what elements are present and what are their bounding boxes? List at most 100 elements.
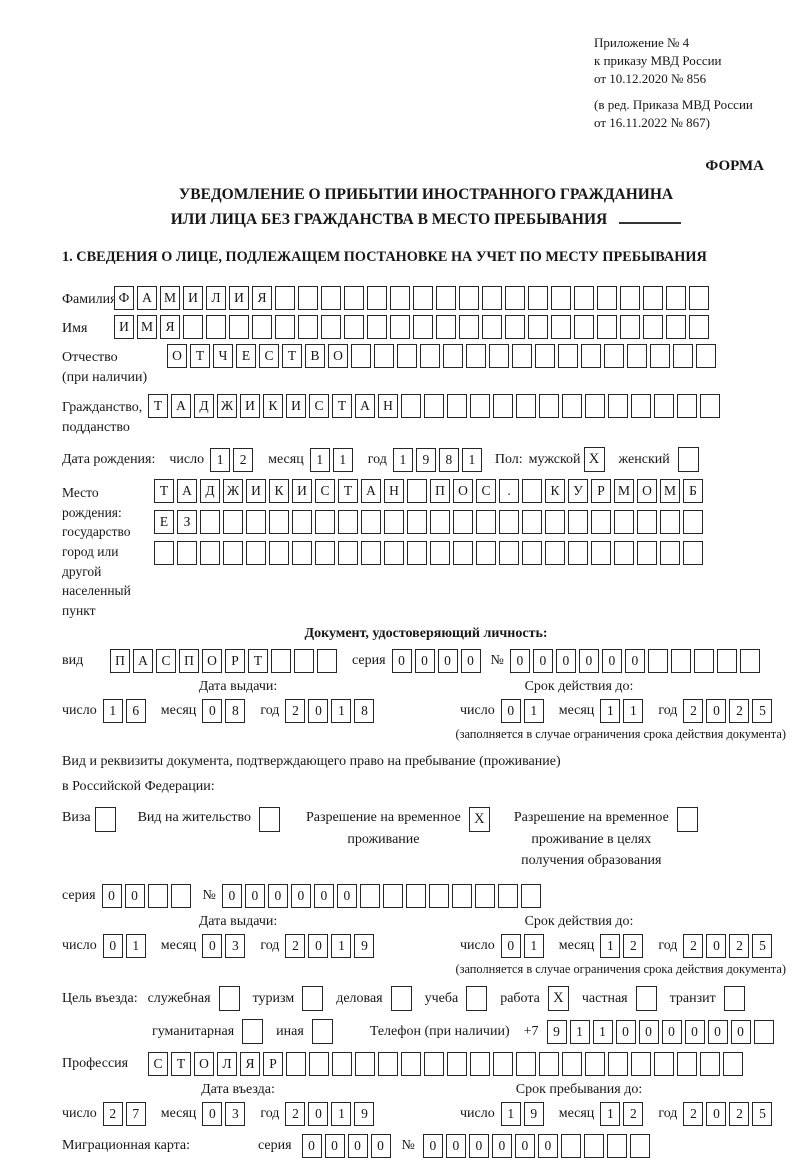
char-box: 0	[370, 1134, 391, 1159]
char-box: Ф	[114, 285, 134, 310]
char-box	[453, 541, 473, 566]
char-box	[443, 344, 463, 369]
char-box	[269, 541, 289, 566]
char-box	[206, 314, 226, 339]
option-temp-residence-label: Разрешение на временное проживание	[305, 810, 461, 847]
checkbox	[218, 986, 240, 1012]
identity-doc-kind-label: вид	[62, 653, 84, 669]
identity-doc-valid-col: Срок действия до: число 0 1 месяц 1 1 год 2 0 2 5	[414, 679, 790, 724]
char-box: Р	[263, 1052, 283, 1077]
checkbox	[723, 986, 745, 1012]
char-box	[223, 510, 243, 535]
char-box	[568, 541, 588, 566]
char-box	[643, 314, 663, 339]
char-box	[597, 314, 617, 339]
char-box: Р	[591, 479, 611, 504]
char-box: 8	[225, 699, 246, 724]
option-residence-permit-checkbox	[258, 807, 280, 833]
char-box: П	[110, 649, 130, 674]
char-box: 1	[600, 934, 621, 959]
char-box: 1	[331, 934, 352, 959]
char-box	[608, 393, 628, 418]
char-box: 0	[102, 934, 123, 959]
char-box	[407, 510, 427, 535]
char-box	[367, 314, 387, 339]
char-box: Л	[206, 285, 226, 310]
char-box: Н	[378, 393, 398, 418]
char-box	[522, 510, 542, 535]
date-part-label: год	[260, 938, 280, 954]
purpose-option-label: учеба	[424, 990, 459, 1006]
char-box: 0	[244, 884, 265, 909]
char-box: Я	[160, 314, 180, 339]
field-birth-date: Дата рождения: число 1 2 месяц 1 1 год 1 9 8 1 Пол…	[62, 447, 790, 473]
char-box	[451, 884, 472, 909]
char-box	[397, 344, 417, 369]
char-box	[516, 393, 536, 418]
char-box: Т	[154, 479, 174, 504]
char-box: И	[114, 314, 134, 339]
char-box: И	[229, 285, 249, 310]
char-box	[551, 314, 571, 339]
char-box: Я	[252, 285, 272, 310]
char-box	[170, 884, 191, 909]
sex-male-label: мужской	[528, 451, 581, 467]
option-visa-label: Виза	[62, 810, 91, 826]
date-part-label: год	[658, 938, 678, 954]
char-box	[673, 344, 693, 369]
char-box: 2	[683, 699, 704, 724]
birth-date-segments: число 1 2 месяц 1 1 год 1 9 8 1	[169, 447, 485, 472]
char-box	[654, 393, 674, 418]
char-box	[298, 285, 318, 310]
date-part-label: месяц	[268, 451, 304, 467]
char-box: 0	[514, 1134, 535, 1159]
birth-place-row3	[154, 541, 706, 566]
char-box: С	[309, 393, 329, 418]
date-part-label: год	[658, 703, 678, 719]
char-box	[700, 1052, 720, 1077]
char-box	[382, 884, 403, 909]
char-box	[562, 393, 582, 418]
date-part-label: месяц	[558, 938, 595, 954]
char-box: 0	[308, 934, 329, 959]
char-box: 3	[225, 1102, 246, 1127]
char-box: 0	[661, 1019, 682, 1044]
char-box	[447, 393, 467, 418]
char-box: Е	[154, 510, 174, 535]
char-box	[183, 314, 203, 339]
date-part-label: месяц	[558, 703, 595, 719]
char-box: 0	[313, 884, 334, 909]
checkbox	[302, 986, 324, 1012]
date-part-label: год	[260, 1106, 280, 1122]
entry-dates: Дата въезда: число 2 7 месяц 0 3 год 2 0 1 9 Срок …	[62, 1082, 790, 1127]
char-box: 0	[706, 934, 727, 959]
visit-purpose-options2: гуманитарная иная	[152, 1019, 346, 1045]
option-residence-permit: Вид на жительство	[138, 807, 280, 833]
char-box: З	[177, 510, 197, 535]
char-box: И	[183, 285, 203, 310]
date-part-label: год	[260, 703, 280, 719]
char-box	[482, 285, 502, 310]
char-box: С	[156, 649, 176, 674]
char-box	[608, 1052, 628, 1077]
char-box	[560, 1134, 581, 1159]
char-box	[321, 314, 341, 339]
char-box: Ч	[213, 344, 233, 369]
char-box	[367, 285, 387, 310]
char-box: 0	[347, 1134, 368, 1159]
option-visa-checkbox	[94, 807, 116, 833]
char-box	[723, 1052, 743, 1077]
sex-female-label: женский	[618, 451, 670, 467]
identity-doc-valid-date: число 0 1 месяц 1 1 год 2 0 2 5	[414, 699, 790, 724]
char-box: 2	[729, 1102, 750, 1127]
char-box: 1	[461, 447, 482, 472]
char-box	[413, 285, 433, 310]
char-box	[677, 393, 697, 418]
char-box: М	[137, 314, 157, 339]
